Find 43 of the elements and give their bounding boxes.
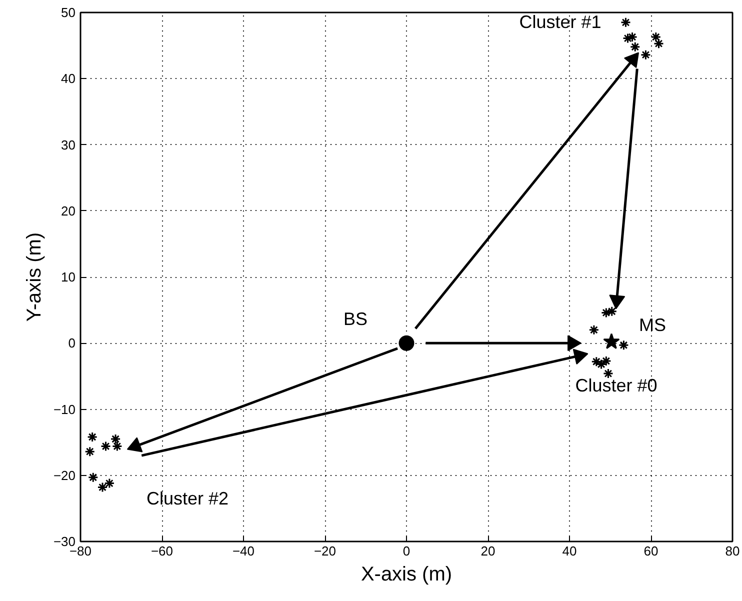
y-tick-label: 50 xyxy=(61,5,76,20)
point xyxy=(602,368,614,379)
x-tick-label: 20 xyxy=(480,544,496,558)
point xyxy=(104,478,115,489)
point xyxy=(591,356,602,367)
point xyxy=(88,472,98,483)
point xyxy=(650,32,662,42)
y-tick-label: 30 xyxy=(61,137,76,152)
x-tick-label: −20 xyxy=(314,544,336,558)
y-tick-label: 10 xyxy=(61,270,76,284)
point xyxy=(588,324,600,336)
point xyxy=(110,434,121,444)
point xyxy=(84,446,96,457)
x-tick-label: −60 xyxy=(150,544,174,558)
point xyxy=(630,42,640,52)
x-tick-label: −40 xyxy=(232,544,255,558)
point xyxy=(620,17,631,28)
annotation: MS xyxy=(638,314,666,335)
y-tick-label: 0 xyxy=(68,336,76,351)
point xyxy=(100,441,112,452)
point xyxy=(97,482,108,493)
point xyxy=(603,333,620,350)
y-axis-title: Y-axis (m) xyxy=(23,232,46,322)
x-tick-label: 0 xyxy=(402,544,410,558)
point xyxy=(640,50,651,60)
y-tick-label: 20 xyxy=(61,203,76,218)
point xyxy=(87,432,98,442)
y-tick-label: −20 xyxy=(53,468,76,483)
annotation: Cluster #0 xyxy=(575,376,658,396)
x-tick-label: 40 xyxy=(562,544,577,558)
point xyxy=(653,38,664,49)
y-tick-label: 40 xyxy=(61,71,76,86)
y-tick-label: −10 xyxy=(53,402,76,417)
point xyxy=(398,335,414,351)
annotation: BS xyxy=(343,309,368,330)
y-tick-label: −30 xyxy=(53,534,76,549)
point xyxy=(112,441,122,452)
x-tick-label: 60 xyxy=(644,544,658,558)
annotation: Cluster #1 xyxy=(519,12,602,32)
annotation: Cluster #2 xyxy=(146,488,229,508)
x-tick-label: 80 xyxy=(725,544,740,558)
point xyxy=(618,340,629,350)
x-axis-title: X-axis (m) xyxy=(360,564,452,586)
